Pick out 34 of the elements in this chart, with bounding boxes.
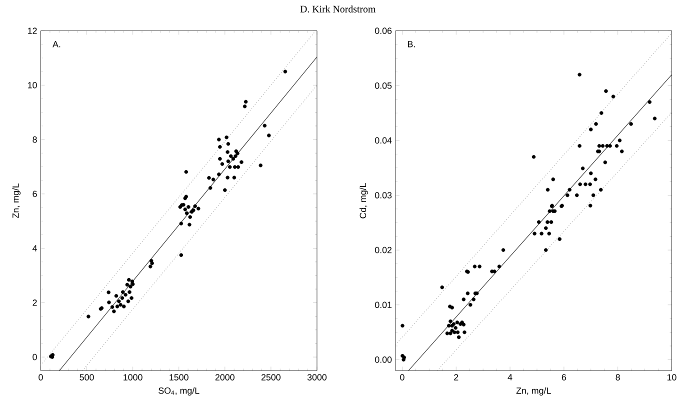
y-tick-label: 12 bbox=[28, 27, 37, 34]
annotation: A. bbox=[52, 40, 60, 48]
x-tick-label: 1500 bbox=[170, 374, 188, 380]
y-tick-label: 0.03 bbox=[375, 192, 392, 198]
y-tick-label: 10 bbox=[28, 82, 37, 88]
y-tick-label: 0.01 bbox=[375, 302, 392, 308]
y-axis-title: Zn, mg/L bbox=[12, 183, 21, 218]
x-tick-label: 2500 bbox=[261, 374, 281, 380]
y-tick-label: 0.04 bbox=[375, 137, 392, 144]
y-tick-label: 2 bbox=[32, 299, 37, 306]
x-tick-label: 0 bbox=[400, 374, 404, 380]
y-tick-label: 0.02 bbox=[375, 246, 392, 254]
y-tick-label: 0 bbox=[32, 354, 37, 360]
text: D. Kirk Nordstrom bbox=[300, 5, 376, 12]
x-tick-label: 3000 bbox=[307, 374, 327, 380]
x-tick-label: 10 bbox=[667, 374, 676, 380]
y-tick-label: 6 bbox=[32, 190, 37, 197]
y-tick-label: 0.06 bbox=[375, 27, 392, 34]
annotation: B. bbox=[408, 40, 415, 48]
x-tick-label: 4 bbox=[508, 374, 512, 380]
x-tick-label: 2 bbox=[454, 374, 458, 380]
y-axis-title: Cd, mg/L bbox=[360, 182, 368, 218]
x-tick-label: 6 bbox=[562, 374, 566, 380]
x-tick-label: 0 bbox=[38, 374, 43, 380]
x-tick-label: 500 bbox=[80, 374, 94, 380]
y-tick-label: 0.05 bbox=[375, 82, 392, 89]
x-tick-label: 8 bbox=[616, 374, 620, 380]
y-tick-label: 8 bbox=[32, 136, 37, 143]
y-tick-label: 0.00 bbox=[375, 356, 392, 363]
y-tick-label: 4 bbox=[32, 245, 37, 252]
x-axis-title: Zn, mg/L bbox=[516, 387, 551, 396]
x-tick-label: 1000 bbox=[124, 374, 142, 380]
x-axis-title: SO$_{4}$, mg/L bbox=[158, 387, 200, 396]
x-tick-label: 2000 bbox=[215, 374, 234, 380]
